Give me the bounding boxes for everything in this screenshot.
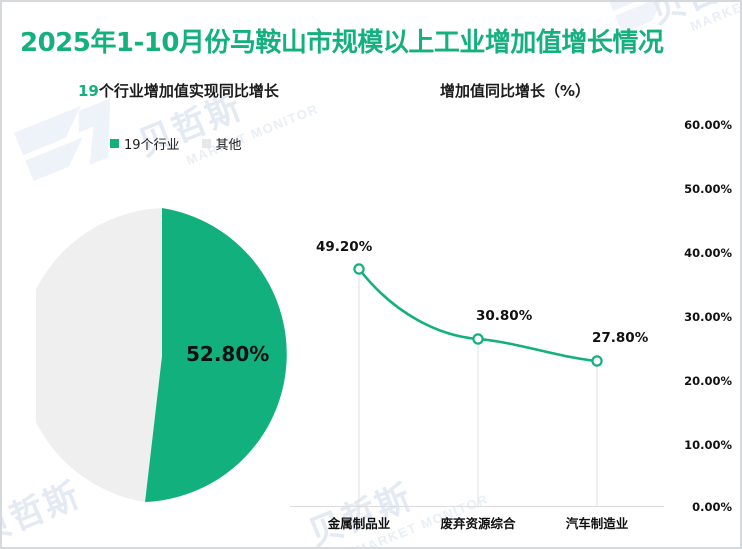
line-chart-svg	[290, 263, 664, 507]
legend-item-other[interactable]: 其他	[201, 134, 242, 153]
pie-legend: 19个行业 其他	[110, 134, 242, 153]
x-tick-2: 废弃资源综合	[440, 516, 516, 531]
legend-swatch-icon-green	[110, 139, 119, 148]
y-tick-40: 40.00%	[684, 246, 732, 260]
data-label-2: 30.80%	[476, 308, 533, 324]
x-tick-3: 汽车制造业	[565, 516, 629, 531]
page-title: 2025年1-10月份马鞍山市规模以上工业增加值增长情况	[20, 28, 664, 58]
y-tick-20: 20.00%	[684, 374, 732, 388]
pie-chart-svg	[20, 208, 287, 503]
y-tick-10: 10.00%	[684, 438, 732, 452]
pie-chart-panel: 19个行业 其他 52.80%	[2, 102, 302, 532]
legend-label-other: 其他	[215, 138, 242, 153]
y-tick-60: 60.00%	[684, 118, 732, 132]
pie-heading-rest: 个行业增加值实现同比增长	[98, 82, 279, 100]
pie-slice-industries[interactable]	[145, 208, 287, 503]
pie-chart-heading: 19个行业增加值实现同比增长	[78, 80, 279, 101]
pie-slice-other[interactable]	[20, 208, 163, 503]
legend-swatch-icon-gray	[201, 139, 211, 148]
line-chart-heading: 增加值同比增长（%）	[440, 82, 591, 100]
legend-label-industries: 19个行业	[124, 138, 180, 153]
data-label-1: 49.20%	[316, 239, 373, 255]
data-point-marker-2[interactable]	[472, 333, 484, 345]
y-tick-50: 50.00%	[684, 182, 732, 196]
pie-heading-highlight: 19	[78, 82, 99, 100]
x-tick-1: 金属制品业	[327, 516, 391, 531]
pie-value-label: 52.80%	[186, 342, 270, 366]
y-tick-30: 30.00%	[684, 310, 732, 324]
data-point-marker-3[interactable]	[591, 355, 603, 367]
data-point-marker-1[interactable]	[353, 263, 365, 275]
data-label-3: 27.80%	[592, 330, 649, 346]
pie-chart: 52.80%	[20, 206, 288, 506]
y-tick-0: 0.00%	[692, 500, 732, 514]
legend-item-industries[interactable]: 19个行业	[110, 134, 180, 153]
line-chart-panel: 60.00% 50.00% 40.00% 30.00% 20.00% 10.00…	[290, 102, 740, 547]
